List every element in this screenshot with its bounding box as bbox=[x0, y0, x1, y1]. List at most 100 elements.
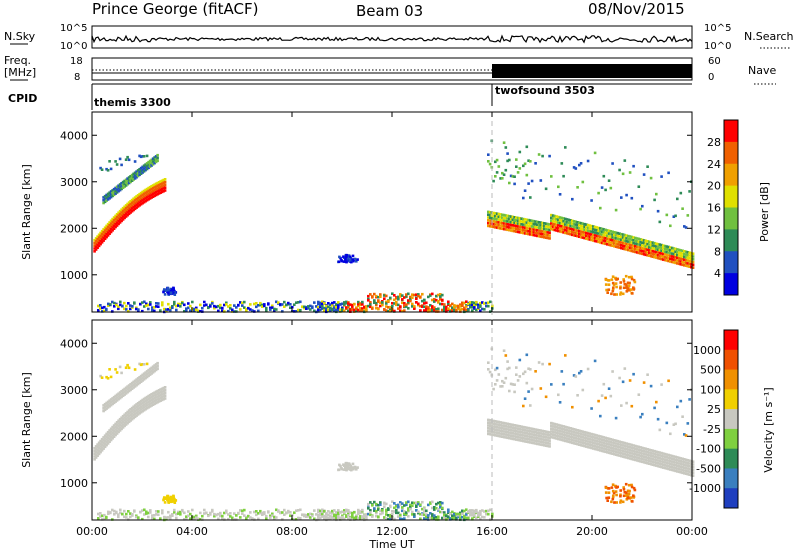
velocity-echo-cell bbox=[627, 442, 630, 446]
velocity-echo-cell bbox=[429, 502, 432, 505]
velocity-echo-cell bbox=[473, 515, 476, 518]
power-echo-cell bbox=[614, 276, 617, 280]
velocity-echo-cell bbox=[337, 509, 340, 512]
power-echo-cell bbox=[620, 235, 623, 239]
velocity-echo-cell bbox=[681, 457, 684, 461]
power-echo-cell bbox=[127, 201, 131, 204]
velocity-echo-cell bbox=[331, 516, 334, 520]
velocity-colorbar-label: Velocity [m s⁻¹] bbox=[762, 387, 775, 472]
velocity-echo-cell bbox=[614, 450, 618, 454]
velocity-echo-cell bbox=[504, 354, 508, 357]
velocity-echo-cell bbox=[646, 450, 649, 454]
velocity-echo-cell bbox=[555, 426, 558, 429]
power-echo-cell bbox=[495, 158, 499, 162]
velocity-echo-cell bbox=[447, 508, 450, 512]
power-echo-cell bbox=[156, 159, 159, 163]
velocity-echo-cell bbox=[142, 408, 146, 412]
power-echo-cell bbox=[628, 235, 632, 238]
velocity-echo-cell bbox=[684, 469, 688, 473]
power-echo-cell bbox=[502, 225, 506, 228]
power-echo-cell bbox=[579, 224, 583, 228]
power-echo-cell bbox=[327, 305, 330, 309]
power-echo-cell bbox=[611, 241, 614, 245]
power-echo-cell bbox=[109, 230, 113, 234]
power-echo-cell bbox=[614, 245, 618, 248]
power-echo-cell bbox=[607, 283, 611, 286]
velocity-echo-cell bbox=[115, 399, 119, 402]
velocity-echo-cell bbox=[142, 372, 146, 375]
velocity-echo-cell bbox=[93, 458, 96, 461]
velocity-echo-cell bbox=[138, 378, 141, 382]
power-echo-cell bbox=[630, 249, 634, 253]
power-echo-cell bbox=[676, 262, 679, 265]
velocity-echo-cell bbox=[672, 466, 676, 469]
velocity-echo-cell bbox=[151, 395, 155, 398]
power-echo-cell bbox=[155, 302, 158, 305]
velocity-echo-cell bbox=[677, 462, 681, 465]
velocity-echo-cell bbox=[411, 504, 414, 507]
power-echo-cell bbox=[511, 175, 515, 178]
power-echo-cell bbox=[147, 307, 150, 311]
power-echo-cell bbox=[120, 216, 123, 220]
power-echo-cell bbox=[369, 305, 372, 309]
velocity-echo-cell bbox=[255, 513, 258, 517]
velocity-echo-cell bbox=[660, 457, 663, 460]
velocity-echo-cell bbox=[525, 381, 529, 385]
power-echo-cell bbox=[157, 302, 160, 305]
velocity-echo-cell bbox=[148, 405, 152, 408]
colorbar-swatch bbox=[724, 448, 738, 469]
velocity-echo-cell bbox=[537, 437, 541, 440]
power-echo-cell bbox=[123, 307, 126, 311]
velocity-echo-cell bbox=[136, 382, 140, 386]
velocity-echo-cell bbox=[642, 455, 646, 458]
power-echo-cell bbox=[509, 218, 513, 221]
velocity-echo-cell bbox=[153, 364, 156, 367]
velocity-echo-cell bbox=[401, 506, 404, 509]
velocity-echo-cell bbox=[333, 517, 336, 520]
velocity-echo-cell bbox=[543, 430, 546, 433]
velocity-echo-cell bbox=[136, 379, 140, 383]
power-echo-cell bbox=[683, 264, 686, 267]
power-echo-cell bbox=[379, 293, 382, 296]
power-echo-cell bbox=[599, 241, 602, 244]
power-echo-cell bbox=[558, 227, 562, 230]
power-echo-cell bbox=[497, 218, 501, 221]
power-echo-cell bbox=[613, 231, 616, 234]
velocity-echo-cell bbox=[487, 429, 490, 433]
power-echo-cell bbox=[518, 150, 522, 154]
power-echo-cell bbox=[365, 305, 368, 308]
power-echo-cell bbox=[562, 228, 565, 231]
power-echo-cell bbox=[181, 301, 184, 305]
power-echo-cell bbox=[593, 239, 597, 243]
velocity-echo-cell bbox=[383, 502, 386, 505]
velocity-echo-cell bbox=[461, 509, 464, 513]
velocity-echo-cell bbox=[621, 444, 625, 447]
power-echo-cell bbox=[401, 309, 404, 313]
velocity-echo-cell bbox=[427, 514, 430, 517]
power-echo-cell bbox=[127, 209, 131, 213]
velocity-echo-cell bbox=[115, 393, 119, 397]
velocity-echo-cell bbox=[558, 435, 562, 438]
power-echo-cell bbox=[99, 307, 102, 310]
velocity-echo-cell bbox=[590, 407, 593, 410]
velocity-echo-cell bbox=[203, 508, 206, 512]
velocity-echo-cell bbox=[141, 401, 144, 405]
power-echo-cell bbox=[129, 202, 132, 206]
power-echo-cell bbox=[639, 238, 642, 241]
velocity-echo-cell bbox=[567, 437, 571, 441]
velocity-echo-cell bbox=[171, 514, 174, 517]
velocity-echo-cell bbox=[557, 437, 560, 441]
velocity-echo-cell bbox=[114, 400, 117, 403]
velocity-echo-cell bbox=[148, 393, 152, 397]
velocity-echo-cell bbox=[457, 515, 460, 519]
velocity-echo-cell bbox=[365, 518, 368, 521]
velocity-echo-cell bbox=[118, 394, 122, 397]
power-echo-cell bbox=[624, 286, 628, 289]
velocity-echo-cell bbox=[126, 416, 129, 419]
velocity-echo-cell bbox=[688, 473, 691, 476]
velocity-echo-cell bbox=[551, 430, 555, 434]
power-echo-cell bbox=[144, 197, 147, 200]
xtick-label: 04:00 bbox=[176, 525, 208, 538]
velocity-echo-cell bbox=[606, 437, 609, 440]
velocity-echo-cell bbox=[150, 366, 153, 370]
